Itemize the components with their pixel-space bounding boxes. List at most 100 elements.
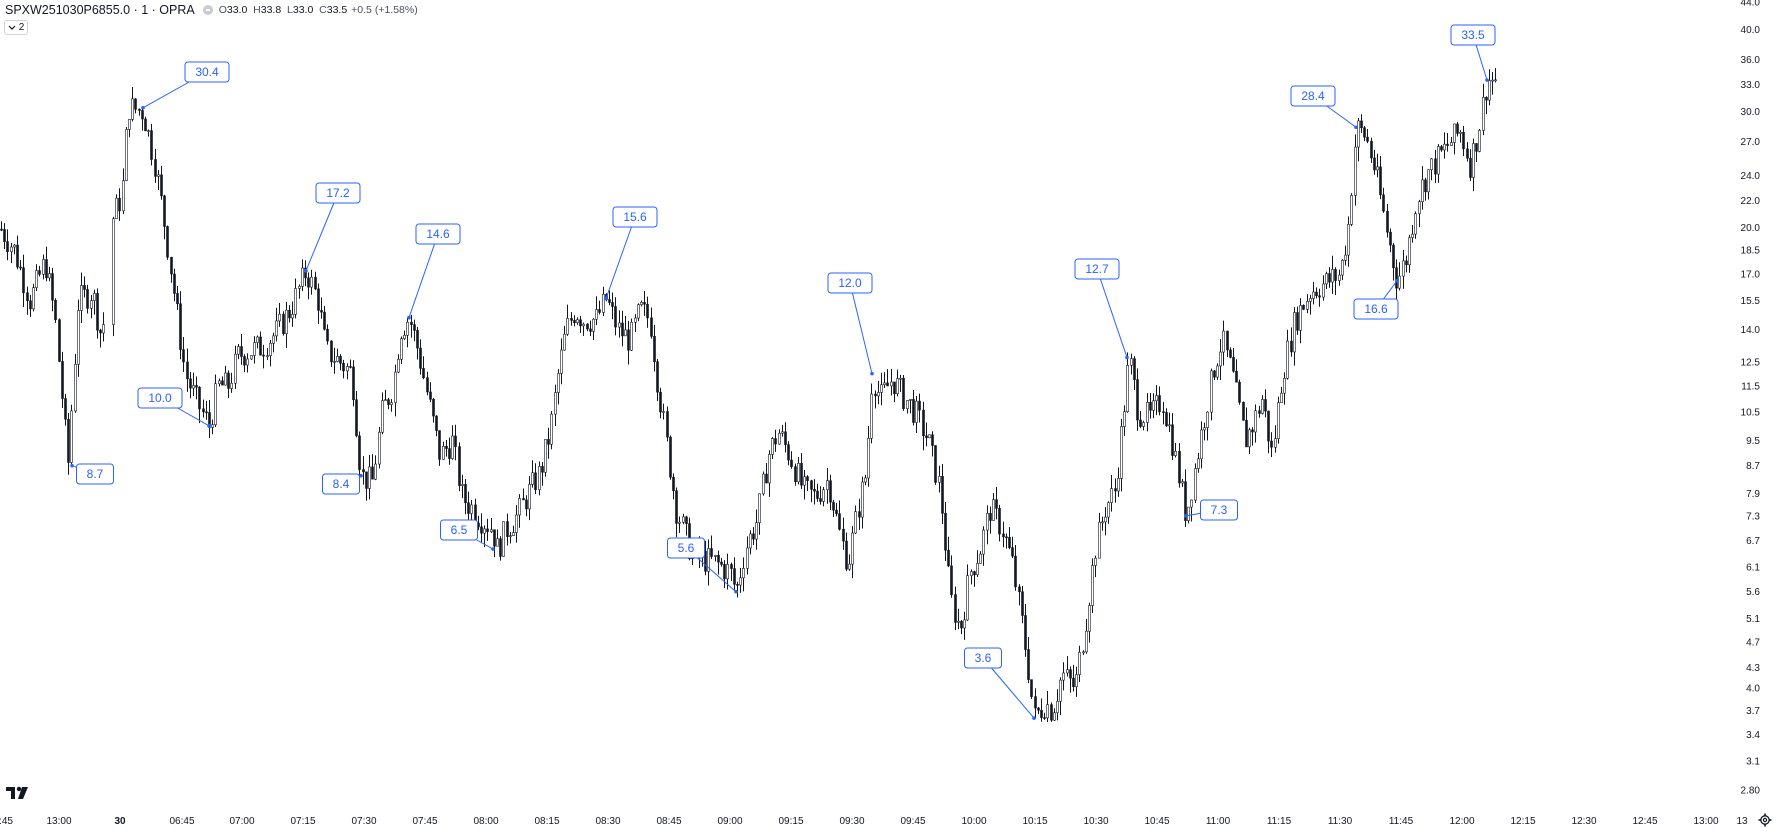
candle-body-down — [874, 393, 877, 397]
price-tick-label: 12.5 — [1741, 358, 1761, 369]
candle-body-up — [42, 259, 45, 275]
candle-body-down — [1229, 349, 1232, 358]
price-annotation[interactable]: 5.6 — [667, 537, 738, 594]
price-tick-label: 33.0 — [1741, 80, 1761, 91]
price-annotation[interactable]: 17.2 — [304, 182, 361, 273]
candle-body-down — [934, 445, 937, 483]
candle-body-down — [1334, 269, 1337, 281]
symbol-title[interactable]: SPXW251030P6855.0 · 1 · OPRA — [5, 3, 195, 17]
candle-body-up — [1411, 233, 1414, 238]
price-annotation[interactable]: 6.5 — [440, 519, 495, 551]
close-value: 33.5 — [326, 4, 348, 16]
candle-body-up — [381, 400, 384, 433]
candle-body-up — [1299, 305, 1302, 331]
candle-body-down — [960, 620, 963, 629]
price-annotation[interactable]: 8.7 — [70, 463, 114, 485]
price-annotation[interactable]: 12.0 — [827, 272, 874, 376]
price-tick-label: 14.0 — [1741, 325, 1761, 336]
annotation-label: 33.5 — [1461, 28, 1485, 42]
candle-body-down — [1069, 669, 1072, 679]
indicators-toggle-button[interactable]: 2 — [4, 20, 28, 35]
candle-body-down — [1360, 120, 1363, 129]
candle-body-up — [854, 511, 857, 534]
annotation-label: 10.0 — [148, 391, 172, 405]
candle-body-up — [1274, 438, 1277, 448]
price-tick-label: 30.0 — [1741, 107, 1761, 118]
candle-body-up — [1197, 458, 1200, 469]
change-value: +0.5 (+1.58%) — [351, 4, 418, 16]
candle-body-down — [1133, 358, 1136, 380]
candle-body-up — [778, 432, 781, 445]
candle-body-down — [435, 415, 438, 431]
gear-icon[interactable] — [1758, 813, 1772, 832]
candle-body-down — [67, 418, 70, 463]
candle-body-up — [976, 563, 979, 576]
price-annotation[interactable]: 15.6 — [604, 206, 658, 301]
candle-body-down — [1462, 131, 1465, 150]
price-annotation[interactable]: 30.4 — [141, 61, 230, 110]
candle-body-down — [1328, 273, 1331, 283]
candle-body-down — [1389, 231, 1392, 246]
candle-body-down — [6, 241, 9, 252]
time-axis[interactable]: :45 13:00 30 06:45 07:00 07:15 07:30 07:45 08:00… — [0, 816, 1748, 827]
candle-body-down — [752, 533, 755, 540]
candle-body-down — [598, 309, 601, 313]
tradingview-logo-icon[interactable] — [6, 786, 30, 805]
candle-body-down — [845, 540, 848, 570]
price-annotation[interactable]: 12.7 — [1074, 258, 1129, 360]
price-annotation[interactable]: 28.4 — [1290, 85, 1358, 130]
candle-body-up — [637, 304, 640, 319]
candle-body-up — [1254, 410, 1257, 433]
candle-body-down — [467, 502, 470, 514]
candle-body-up — [10, 246, 13, 252]
candle-body-up — [582, 323, 585, 327]
candle-body-up — [1430, 158, 1433, 171]
time-tick-label: 07:00 — [229, 816, 254, 827]
candle-body-down — [819, 498, 822, 502]
candle-body-down — [1232, 357, 1235, 372]
candle-body-up — [883, 382, 886, 386]
price-axis[interactable]: 44.0 40.0 36.0 33.0 30.0 27.0 24.0 22.0 20.0 18.5… — [1741, 0, 1761, 797]
candle-body-down — [1382, 194, 1385, 212]
candle-body-down — [704, 550, 707, 572]
price-annotation[interactable]: 33.5 — [1450, 24, 1496, 82]
candle-body-up — [131, 98, 134, 120]
annotation-connector — [991, 667, 1035, 719]
candle-body-up — [1155, 395, 1158, 402]
price-annotation[interactable]: 8.4 — [322, 473, 363, 495]
price-annotation[interactable]: 14.6 — [407, 223, 461, 320]
candle-body-up — [602, 293, 605, 313]
candle-body-down — [730, 564, 733, 569]
annotation-box — [322, 473, 360, 495]
candle-body-down — [733, 568, 736, 585]
candle-body-up — [1437, 146, 1440, 175]
candle-body-up — [899, 377, 902, 380]
candle-body-up — [272, 335, 275, 344]
candle-body-down — [717, 554, 720, 563]
annotation-point — [491, 547, 495, 551]
candle-body-up — [253, 342, 256, 356]
price-annotation[interactable]: 7.3 — [1184, 499, 1238, 521]
candle-body-down — [464, 484, 467, 504]
candle-body-down — [186, 361, 189, 380]
candle-body-down — [736, 584, 739, 586]
candle-body-down — [54, 299, 57, 321]
candle-body-up — [214, 383, 217, 426]
price-annotation[interactable]: 3.6 — [964, 647, 1036, 720]
candle-body-up — [1117, 478, 1120, 492]
candle-body-up — [848, 563, 851, 570]
price-annotation[interactable]: 10.0 — [137, 387, 211, 428]
price-annotation[interactable]: 16.6 — [1353, 279, 1399, 320]
time-tick-label: 09:30 — [839, 816, 864, 827]
candle-body-up — [890, 381, 893, 387]
candle-body-down — [83, 285, 86, 290]
candle-body-up — [1200, 429, 1203, 460]
candle-body-down — [1050, 704, 1053, 721]
candle-body-down — [947, 549, 950, 567]
candle-body-up — [982, 529, 985, 555]
candle-body-down — [954, 594, 957, 623]
candle-body-down — [96, 293, 99, 331]
annotation-connector — [1475, 44, 1488, 81]
candle-body-up — [566, 318, 569, 335]
